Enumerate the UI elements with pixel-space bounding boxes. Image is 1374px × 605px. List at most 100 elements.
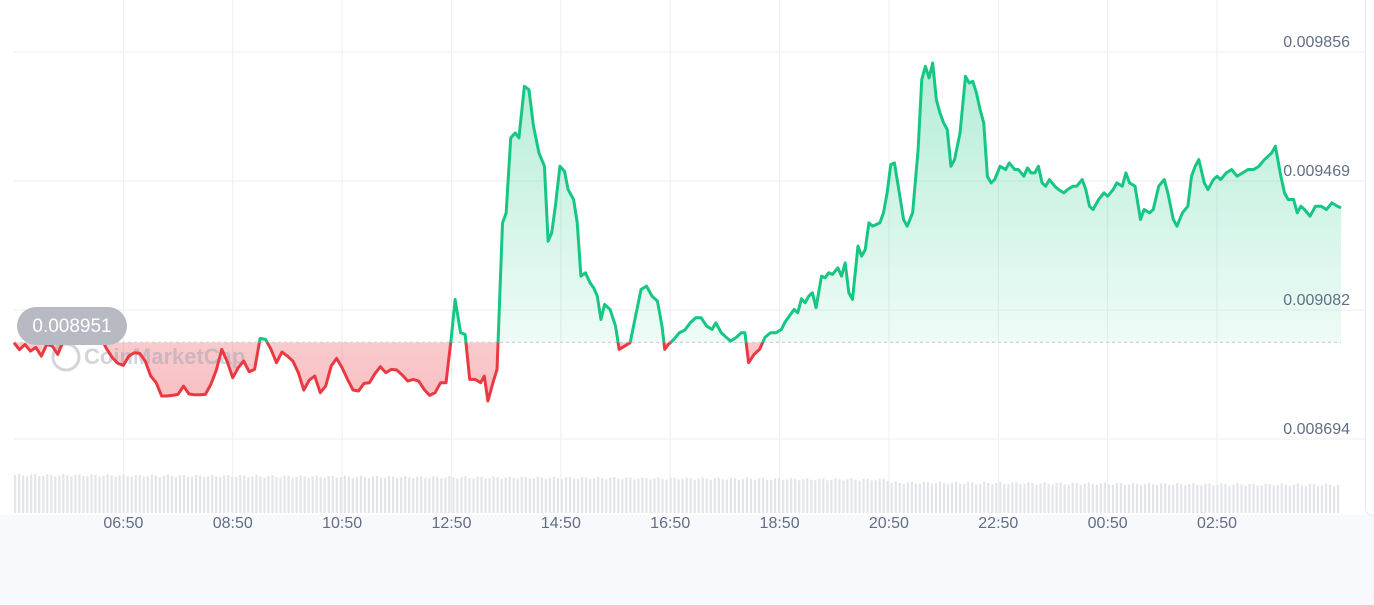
volume-bar: [1168, 485, 1171, 513]
volume-bar: [311, 476, 314, 513]
volume-bar: [166, 474, 170, 513]
y-tick-label: 0.008694: [1283, 421, 1350, 438]
volume-bar: [958, 483, 962, 513]
volume-bar: [255, 475, 258, 513]
volume-bar: [74, 474, 77, 513]
volume-bar: [263, 477, 266, 513]
volume-bar: [705, 478, 708, 513]
volume-bar: [396, 478, 399, 513]
volume-bar: [757, 478, 761, 513]
volume-bar: [54, 476, 57, 513]
volume-bar: [1216, 485, 1219, 513]
volume-bar: [725, 479, 728, 513]
volume-bar: [597, 476, 600, 513]
volume-bar: [866, 478, 869, 513]
price-line-up: [14, 61, 1342, 343]
volume-bar: [379, 477, 383, 513]
volume-bar: [1103, 482, 1106, 513]
volume-bar: [247, 477, 250, 513]
volume-bar: [902, 483, 905, 513]
volume-bar: [633, 479, 636, 513]
volume-bar: [182, 474, 186, 513]
volume-bar: [991, 484, 994, 513]
volume-bar: [741, 479, 745, 513]
volume-bar: [86, 476, 89, 513]
volume-bar: [677, 479, 680, 513]
volume-bar: [279, 477, 282, 513]
volume-bar: [878, 478, 881, 513]
volume-bar: [1027, 482, 1030, 513]
x-tick-label: 00:50: [1088, 515, 1128, 532]
volume-bar: [617, 478, 620, 513]
volume-bar: [1131, 482, 1135, 513]
volume-bar: [239, 475, 242, 513]
volume-bar: [456, 478, 459, 513]
volume-bar: [1220, 483, 1223, 513]
volume-bar: [729, 477, 732, 513]
volume-bar: [926, 482, 930, 513]
volume-bar: [609, 477, 612, 513]
volume-bar: [1043, 482, 1046, 513]
volume-bar: [42, 475, 45, 513]
volume-bar: [1023, 483, 1026, 513]
volume-bar: [416, 476, 419, 513]
volume-bar: [987, 482, 990, 513]
volume-bar: [906, 482, 909, 513]
volume-bar: [1059, 482, 1062, 513]
volume-bar: [641, 477, 644, 513]
volume-bar: [629, 477, 632, 513]
volume-bar: [142, 476, 145, 513]
volume-bar: [528, 478, 531, 513]
volume-bar: [130, 476, 133, 513]
volume-bar: [303, 476, 306, 513]
volume-bar: [1067, 484, 1070, 513]
volume-bar: [1111, 484, 1114, 513]
volume-bar: [207, 476, 210, 513]
volume-bar: [552, 476, 556, 513]
volume-bar: [190, 476, 194, 513]
volume-bar: [1276, 484, 1279, 513]
volume-bar: [496, 477, 499, 513]
volume-bar: [319, 477, 322, 513]
volume-bar: [1192, 483, 1195, 513]
volume-bar: [227, 475, 230, 513]
volume-bar: [26, 476, 29, 513]
volume-bar: [733, 478, 736, 513]
volume-bar: [122, 474, 125, 513]
volume-bar: [818, 478, 821, 513]
volume-bar: [1176, 483, 1179, 513]
volume-bar: [580, 477, 584, 513]
volume-bar: [870, 480, 873, 513]
volume-bar: [910, 481, 913, 513]
volume-bar: [472, 478, 475, 513]
volume-bar: [1236, 483, 1239, 513]
volume-bar: [1312, 484, 1316, 513]
volume-bar: [934, 483, 938, 513]
volume-bar: [645, 478, 648, 513]
volume-bar: [954, 481, 958, 513]
volume-bar: [327, 475, 330, 513]
volume-bar: [613, 477, 616, 513]
volume-bar: [223, 475, 226, 513]
volume-bar: [1256, 485, 1259, 513]
volume-bar: [882, 479, 885, 513]
volume-bar: [335, 477, 338, 513]
volume-bar: [1091, 483, 1094, 513]
volume-bar: [492, 476, 495, 513]
volume-bar: [761, 477, 765, 513]
volume-bar: [693, 479, 696, 513]
volume-bar: [62, 474, 65, 513]
volume-bar: [1264, 483, 1267, 513]
volume-bar: [134, 474, 137, 513]
volume-bar: [1003, 483, 1006, 513]
volume-bar: [500, 478, 503, 513]
volume-bar: [323, 477, 326, 513]
volume-bar: [203, 477, 206, 513]
volume-bar: [1280, 483, 1283, 513]
volume-bar: [544, 478, 547, 513]
volume-bar: [898, 482, 901, 513]
volume-bar: [198, 475, 202, 513]
volume-bar: [637, 478, 640, 513]
